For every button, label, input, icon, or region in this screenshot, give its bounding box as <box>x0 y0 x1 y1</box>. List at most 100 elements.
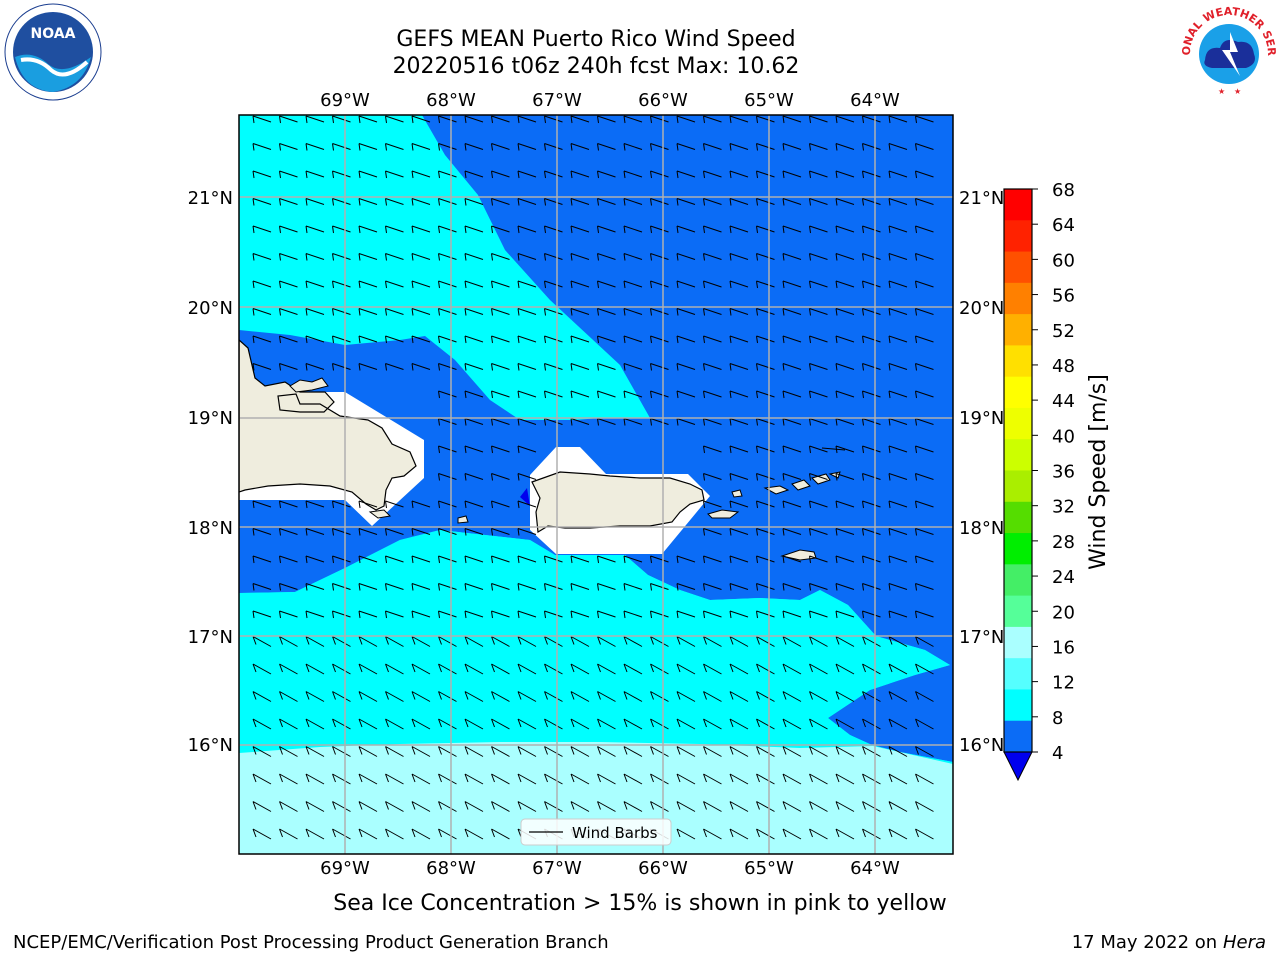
wind-barb <box>570 746 590 757</box>
wind-barb <box>464 528 484 536</box>
wind-barb <box>252 198 272 206</box>
wind-barb <box>888 363 908 371</box>
wind-barb <box>385 663 404 675</box>
wind-barb <box>305 555 325 564</box>
wind-barb <box>252 253 272 261</box>
wind-barb <box>332 746 351 757</box>
wind-barb <box>385 143 404 151</box>
wind-barb <box>915 746 934 757</box>
wind-barb <box>332 308 351 316</box>
wind-barb <box>888 418 908 426</box>
wind-barb <box>517 773 537 785</box>
wind-barb <box>703 335 722 344</box>
wind-barb <box>756 363 775 371</box>
wind-barb <box>385 500 404 509</box>
wind-barb <box>835 583 855 591</box>
wind-barb <box>358 198 378 206</box>
wind-barb <box>623 335 643 344</box>
wind-barb <box>491 445 510 454</box>
lon-tick-top: 65°W <box>744 90 794 111</box>
wind-barb <box>862 746 881 757</box>
wind-barbs <box>252 115 934 840</box>
map-subtitle: 20220516 t06z 240h fcst Max: 10.62 <box>392 54 800 79</box>
wind-barb <box>862 335 881 344</box>
wind-barb <box>438 115 457 124</box>
colorbar-segment <box>1004 439 1032 471</box>
wind-barb <box>252 528 272 536</box>
wind-barb <box>358 636 378 647</box>
wind-barb <box>385 583 404 591</box>
wind-barb <box>411 773 431 785</box>
wind-barb <box>623 718 643 730</box>
wind-barb <box>411 253 431 261</box>
wind-barb <box>464 500 484 509</box>
wind-barb <box>358 253 378 261</box>
colorbar-tick-label: 4 <box>1052 743 1063 764</box>
wind-barb <box>782 691 802 702</box>
wind-barb <box>279 691 298 702</box>
colorbar-segment <box>1004 345 1032 378</box>
wind-barb <box>279 143 298 151</box>
noaa-logo: NOAA <box>4 3 102 101</box>
colorbar-segment <box>1004 314 1032 346</box>
wind-barb <box>491 115 510 124</box>
wind-barb <box>252 583 272 591</box>
wind-barb <box>597 308 616 316</box>
colorbar-segment <box>1004 220 1032 253</box>
wind-barb <box>703 746 722 757</box>
lat-tick-left: 16°N <box>188 735 233 756</box>
wind-barb <box>570 583 590 591</box>
wind-barb <box>676 170 696 179</box>
wind-barb <box>676 363 696 371</box>
wind-barb <box>888 225 908 234</box>
wind-barb <box>464 445 484 454</box>
wind-barb <box>862 198 881 206</box>
wind-barb <box>835 555 855 564</box>
wind-barb <box>570 253 590 261</box>
wind-barb <box>464 555 484 564</box>
wind-barb <box>623 143 643 151</box>
colorbar-segment <box>1004 189 1032 221</box>
wind-barb <box>835 718 855 730</box>
lon-tick-top: 69°W <box>320 90 370 111</box>
wind-barb <box>464 335 484 344</box>
wind-barb <box>650 143 669 151</box>
colorbar-segment <box>1004 720 1032 753</box>
wind-barb <box>491 691 510 702</box>
wind-barb <box>332 500 351 509</box>
wind-barb <box>491 801 510 812</box>
wind-barb <box>597 198 616 206</box>
wind-barb <box>464 773 484 785</box>
wind-barb <box>835 170 855 179</box>
footer-org: NCEP/EMC/Verification Post Processing Pr… <box>13 932 609 953</box>
wind-barb <box>862 691 881 702</box>
wind-barb <box>544 773 563 785</box>
wind-barb <box>756 691 775 702</box>
wind-barb <box>835 500 855 509</box>
wind-barb <box>888 528 908 536</box>
wind-barb <box>756 610 775 619</box>
lat-tick-left: 17°N <box>188 627 233 648</box>
wind-barb <box>756 225 775 234</box>
wind-barb <box>756 663 775 675</box>
wind-barb <box>809 170 828 179</box>
wind-barb <box>358 528 378 536</box>
wind-barb <box>676 143 696 151</box>
lon-tick-top: 67°W <box>532 90 582 111</box>
wind-barb <box>756 143 775 151</box>
wind-barb <box>491 143 510 151</box>
wind-barb <box>279 583 298 591</box>
wind-barb <box>676 583 696 591</box>
wind-barb <box>358 801 378 812</box>
wind-barb <box>729 335 749 344</box>
wind-barb <box>835 773 855 785</box>
wind-barb <box>517 445 537 454</box>
wind-barb <box>438 308 457 316</box>
wind-barb <box>385 198 404 206</box>
colorbar-segment <box>1004 251 1032 284</box>
wind-barb <box>623 610 643 619</box>
wind-barb <box>411 335 431 344</box>
wind-barb <box>358 610 378 619</box>
wind-barb <box>411 828 431 840</box>
